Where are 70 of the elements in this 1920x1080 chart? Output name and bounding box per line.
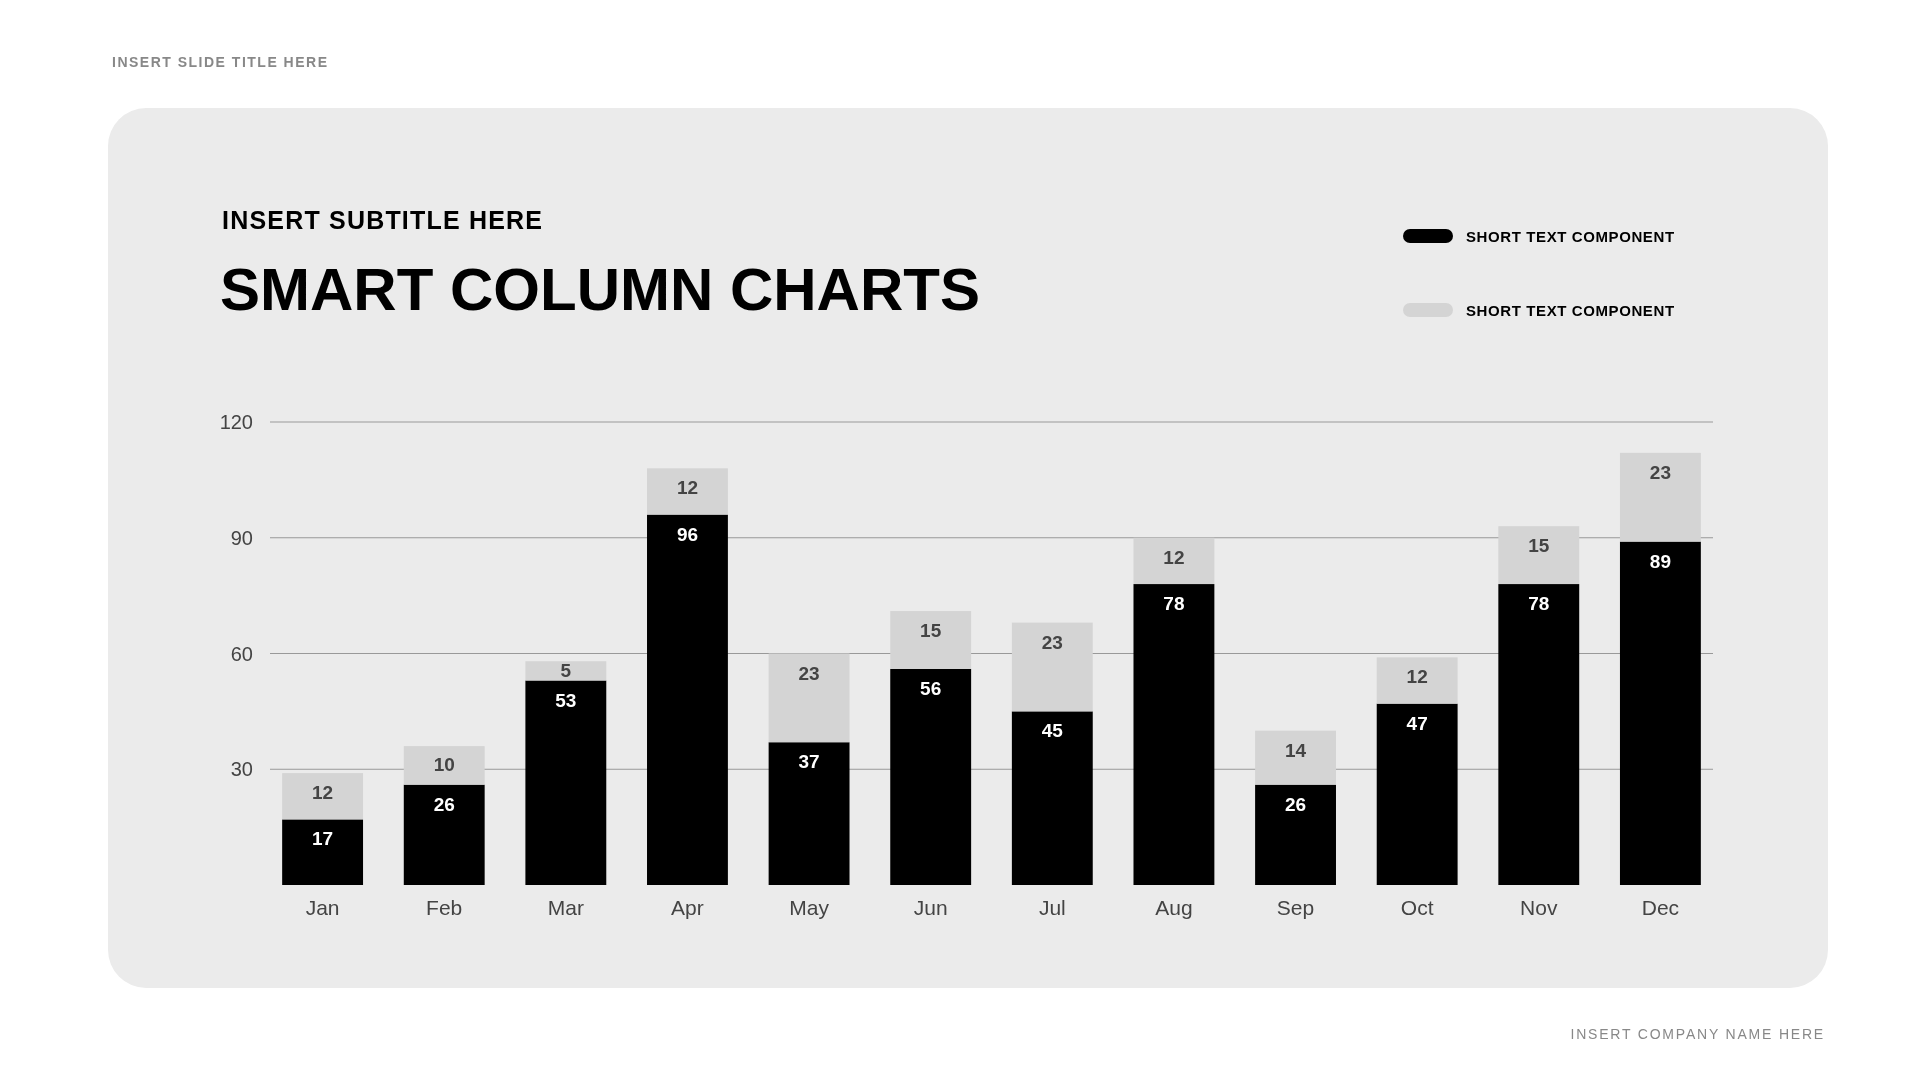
bar xyxy=(647,514,728,885)
x-tick-label: Dec xyxy=(1641,896,1680,919)
data-label: 37 xyxy=(798,751,820,773)
bar xyxy=(403,746,485,785)
x-tick-label: Apr xyxy=(671,896,704,919)
x-tick-label: Jul xyxy=(1038,896,1066,919)
bar xyxy=(282,819,364,885)
data-label: 12 xyxy=(312,782,334,804)
bar xyxy=(403,784,485,885)
data-label: 47 xyxy=(1406,712,1428,734)
x-tick-label: Mar xyxy=(547,896,584,919)
x-tick-label: Nov xyxy=(1520,896,1558,919)
bar xyxy=(1255,730,1336,785)
data-label: 12 xyxy=(1406,666,1428,688)
bar xyxy=(525,680,607,885)
data-label: 12 xyxy=(676,477,699,499)
bar xyxy=(1133,537,1215,585)
data-label: 10 xyxy=(433,754,455,776)
y-tick-label: 60 xyxy=(230,642,253,665)
data-label: 12 xyxy=(1163,546,1185,568)
bar xyxy=(525,661,607,681)
bar xyxy=(1619,541,1701,885)
y-tick-label: 90 xyxy=(230,526,253,549)
x-tick-label: Aug xyxy=(1155,896,1193,919)
data-label: 14 xyxy=(1284,739,1307,761)
bar xyxy=(1011,622,1093,712)
data-label: 96 xyxy=(676,523,699,545)
data-label: 17 xyxy=(312,828,334,850)
legend-label: SHORT TEXT COMPONENT xyxy=(1466,302,1675,319)
data-label: 56 xyxy=(920,677,942,699)
data-label: 45 xyxy=(1041,720,1064,742)
bar xyxy=(282,773,364,820)
data-label: 15 xyxy=(1528,535,1550,557)
chart-title: SMART COLUMN CHARTS xyxy=(220,256,980,323)
bar xyxy=(647,468,728,515)
bar xyxy=(1498,526,1580,585)
bar xyxy=(1619,452,1701,542)
data-label: 23 xyxy=(1041,631,1063,653)
y-tick-label: 120 xyxy=(219,411,253,433)
bar xyxy=(1011,711,1093,885)
chart-subtitle: INSERT SUBTITLE HERE xyxy=(222,206,544,234)
data-label: 53 xyxy=(555,689,577,711)
data-label: 23 xyxy=(798,662,820,684)
legend-label: SHORT TEXT COMPONENT xyxy=(1466,228,1675,245)
bar xyxy=(1255,784,1336,885)
bar xyxy=(768,653,850,743)
data-label: 15 xyxy=(920,620,942,642)
data-label: 23 xyxy=(1649,461,1671,483)
bar xyxy=(1498,584,1580,885)
x-tick-label: Feb xyxy=(426,896,463,919)
bar xyxy=(890,611,972,669)
data-label: 26 xyxy=(1284,793,1307,815)
text: INSERT SLIDE TITLE HERE xyxy=(112,54,329,70)
data-label: 78 xyxy=(1163,593,1185,615)
bar xyxy=(1376,703,1458,885)
bar xyxy=(1376,657,1458,704)
x-tick-label: May xyxy=(789,896,830,919)
x-tick-label: Jan xyxy=(305,896,340,919)
data-label: 5 xyxy=(560,659,572,681)
x-tick-label: Sep xyxy=(1276,896,1315,919)
text: INSERT COMPANY NAME HERE xyxy=(1570,1026,1825,1042)
data-label: 26 xyxy=(433,793,455,815)
x-tick-label: Jun xyxy=(913,896,948,919)
bar xyxy=(1133,584,1215,885)
y-tick-label: 30 xyxy=(230,758,253,781)
data-label: 78 xyxy=(1528,593,1550,615)
bar xyxy=(768,742,850,885)
x-tick-label: Oct xyxy=(1400,896,1434,919)
data-label: 89 xyxy=(1649,550,1671,572)
bar xyxy=(890,668,972,885)
